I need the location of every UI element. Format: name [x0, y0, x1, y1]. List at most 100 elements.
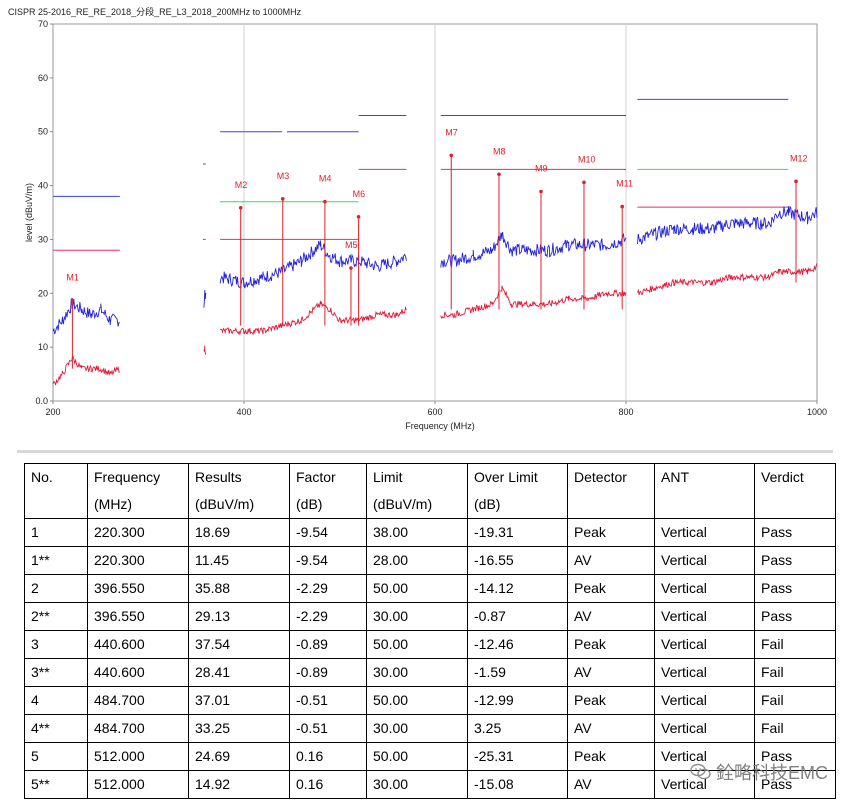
column-header-line: Verdict — [761, 469, 804, 485]
table-cell: -0.87 — [467, 602, 568, 631]
x-tick-label: 1000 — [807, 407, 827, 417]
column-header-line: Results — [195, 469, 242, 485]
peak-trace — [637, 205, 818, 245]
table-cell: -0.89 — [289, 658, 367, 687]
marker-point — [449, 153, 454, 158]
table-cell: 4 — [24, 686, 88, 715]
table-cell: 30.00 — [366, 770, 468, 799]
watermark-text: 銓略科技EMC — [716, 763, 828, 783]
table-cell: 50.00 — [366, 574, 468, 603]
table-cell: -9.54 — [289, 518, 367, 547]
column-header: Over Limit (dB) — [467, 463, 568, 519]
table-cell: -1.59 — [467, 658, 568, 687]
table-row: 4** 484.700 33.25 -0.51 30.00 3.25 AV Vertical F… — [24, 714, 836, 743]
wechat-icon — [690, 763, 711, 780]
x-tick-label: 200 — [45, 407, 60, 417]
table-cell: 440.600 — [87, 658, 189, 687]
table-cell: Pass — [754, 574, 836, 603]
table-cell: AV — [567, 658, 655, 687]
table-cell: Fail — [754, 658, 836, 687]
y-tick-label: 20 — [38, 288, 48, 298]
table-cell: Vertical — [654, 742, 755, 771]
column-header-line: Detector — [574, 469, 627, 485]
column-header: ANT — [654, 463, 755, 519]
table-cell: 3** — [24, 658, 88, 687]
table-cell: Pass — [754, 770, 836, 799]
table-cell: -12.46 — [467, 630, 568, 659]
table-cell: Vertical — [654, 602, 755, 631]
table-row: 3 440.600 37.54 -0.89 50.00 -12.46 Peak Vertica… — [24, 630, 836, 659]
table-cell: Vertical — [654, 518, 755, 547]
x-axis-label: Frequency (MHz) — [405, 421, 475, 431]
y-tick-label: 10 — [38, 342, 48, 352]
table-cell: AV — [567, 602, 655, 631]
table-cell: AV — [567, 714, 655, 743]
table-cell: 1** — [24, 546, 88, 575]
table-cell: Fail — [754, 630, 836, 659]
table-cell: 30.00 — [366, 658, 468, 687]
marker-point — [238, 205, 243, 210]
table-cell: Vertical — [654, 714, 755, 743]
table-cell: 50.00 — [366, 686, 468, 715]
table-cell: 484.700 — [87, 686, 189, 715]
table-cell: 2** — [24, 602, 88, 631]
marker-point — [280, 197, 285, 201]
column-header-line: Over Limit — [474, 469, 538, 485]
x-tick-label: 400 — [236, 407, 251, 417]
table-cell: -2.29 — [289, 602, 367, 631]
column-header-line — [31, 491, 81, 518]
peak-trace — [219, 240, 407, 290]
marker-label: M9 — [535, 163, 548, 173]
table-cell: Fail — [754, 686, 836, 715]
marker-point — [794, 179, 798, 184]
table-cell: Fail — [754, 714, 836, 743]
table-cell: Pass — [754, 518, 836, 547]
marker-label: M2 — [235, 180, 248, 190]
table-cell: Pass — [754, 546, 836, 575]
marker-label: M10 — [578, 154, 596, 164]
table-row: 3** 440.600 28.41 -0.89 30.00 -1.59 AV Vertical… — [24, 658, 836, 687]
av-trace — [52, 355, 121, 386]
column-header: Factor (dB) — [289, 463, 367, 519]
table-cell: 18.69 — [188, 518, 290, 547]
av-trace — [203, 345, 207, 355]
table-cell: 38.00 — [366, 518, 468, 547]
table-cell: -15.08 — [467, 770, 568, 799]
table-row: 1** 220.300 11.45 -9.54 28.00 -16.55 AV Vertica… — [24, 546, 836, 575]
column-header-line: (dBuV/m) — [195, 496, 255, 512]
peak-trace — [203, 290, 207, 308]
table-cell: 512.000 — [87, 770, 189, 799]
table-cell: Vertical — [654, 574, 755, 603]
table-cell: -0.51 — [289, 686, 367, 715]
table-cell: 5** — [24, 770, 88, 799]
marker-label: M1 — [66, 272, 79, 282]
column-header: No. — [24, 463, 88, 519]
table-cell: 512.000 — [87, 742, 189, 771]
column-header-line: (dB) — [296, 496, 323, 512]
column-header: Detector — [567, 463, 655, 519]
table-body: 1 220.300 18.69 -9.54 38.00 -19.31 Peak Vertica… — [24, 518, 836, 799]
column-header: Verdict — [754, 463, 836, 519]
table-cell: AV — [567, 546, 655, 575]
table-row: 4 484.700 37.01 -0.51 50.00 -12.99 Peak Vertica… — [24, 686, 836, 715]
y-tick-label: 0.0 — [35, 396, 48, 406]
table-cell: 37.01 — [188, 686, 290, 715]
table-row: 5 512.000 24.69 0.16 50.00 -25.31 Peak Vertical… — [24, 742, 836, 771]
table-cell: 3.25 — [467, 714, 568, 743]
peak-trace — [440, 232, 627, 268]
peak-trace — [52, 297, 121, 335]
y-tick-label: 60 — [38, 73, 48, 83]
marker-point — [356, 215, 361, 219]
table-cell: 30.00 — [366, 714, 468, 743]
x-tick-label: 600 — [427, 407, 442, 417]
table-cell: -0.51 — [289, 714, 367, 743]
table-header-row: No. Frequency (MHz) Results (dBuV/m) Factor (… — [24, 463, 836, 519]
table-cell: Vertical — [654, 630, 755, 659]
table-cell: Vertical — [654, 686, 755, 715]
table-row: 5** 512.000 14.92 0.16 30.00 -15.08 AV Vertical… — [24, 770, 836, 799]
table-cell: -14.12 — [467, 574, 568, 603]
x-tick-label: 800 — [618, 407, 633, 417]
table-row: 2** 396.550 29.13 -2.29 30.00 -0.87 AV Vertical… — [24, 602, 836, 631]
table-row: 2 396.550 35.88 -2.29 50.00 -14.12 Peak Vertica… — [24, 574, 836, 603]
table-cell: Peak — [567, 574, 655, 603]
